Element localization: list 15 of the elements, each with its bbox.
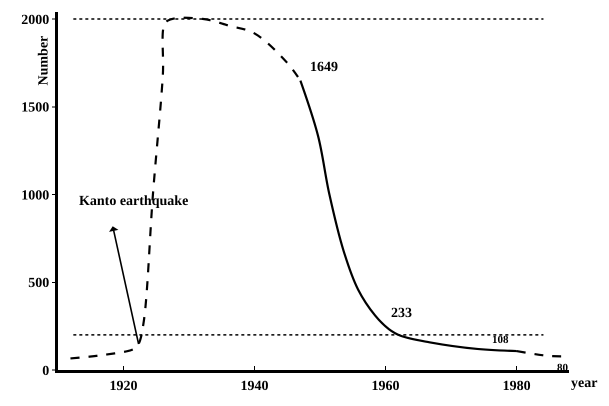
- y-axis-title: Number: [36, 36, 52, 86]
- annotation: 108: [492, 334, 509, 346]
- y-tick-label: 2000: [21, 12, 50, 28]
- x-tick-label: 1940: [240, 378, 269, 394]
- annotation: 1649: [310, 60, 338, 75]
- annotation: Kanto earthquake: [79, 194, 188, 209]
- annotation: 233: [391, 306, 412, 321]
- x-tick-label: 1960: [372, 378, 400, 394]
- x-tick-label: 1920: [110, 378, 138, 394]
- x-tick-label: 1980: [502, 378, 531, 394]
- y-tick-label: 1500: [21, 100, 50, 116]
- y-tick-label: 0: [42, 364, 50, 379]
- y-tick-label: 1000: [21, 188, 50, 204]
- x-axis-title: year: [571, 376, 598, 391]
- y-tick-label: 500: [28, 276, 50, 292]
